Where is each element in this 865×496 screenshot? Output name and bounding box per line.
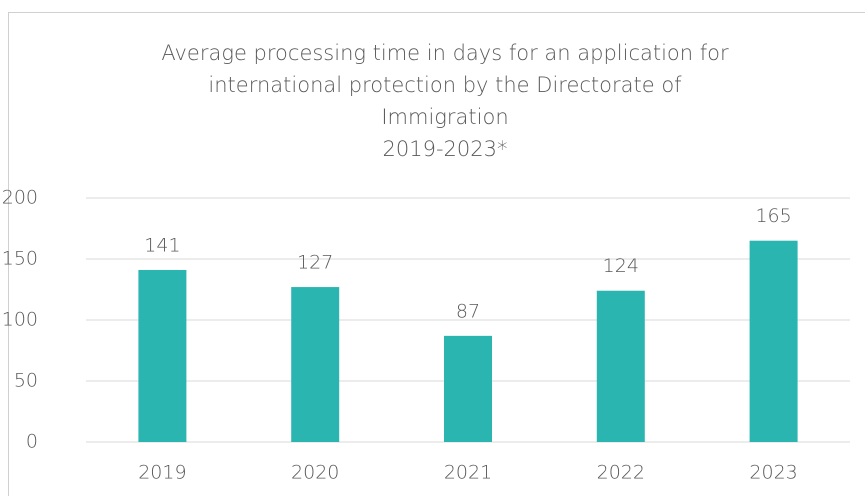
x-tick-label: 2021 xyxy=(444,462,492,484)
x-tick-label: 2019 xyxy=(138,462,186,484)
data-label: 127 xyxy=(297,252,333,274)
x-tick-label: 2023 xyxy=(749,462,797,484)
bar xyxy=(444,335,492,442)
chart-title: international protection by the Director… xyxy=(208,73,682,97)
data-label: 87 xyxy=(456,300,480,322)
data-label: 165 xyxy=(755,205,791,227)
bar xyxy=(749,240,798,442)
y-tick-label: 200 xyxy=(2,187,38,209)
bar xyxy=(596,290,645,442)
x-tick-label: 2022 xyxy=(597,462,645,484)
y-tick-label: 100 xyxy=(2,309,38,331)
data-label: 141 xyxy=(144,234,180,256)
x-tick-label: 2020 xyxy=(291,462,339,484)
y-tick-label: 150 xyxy=(2,248,38,270)
y-tick-label: 50 xyxy=(14,370,38,392)
chart-title: 2019-2023* xyxy=(383,137,508,161)
bar xyxy=(138,269,187,442)
data-label: 124 xyxy=(603,255,639,277)
chart-title: Immigration xyxy=(381,105,508,129)
bar xyxy=(291,287,340,442)
y-tick-label: 0 xyxy=(26,431,38,453)
chart-title: Average processing time in days for an a… xyxy=(161,41,729,65)
